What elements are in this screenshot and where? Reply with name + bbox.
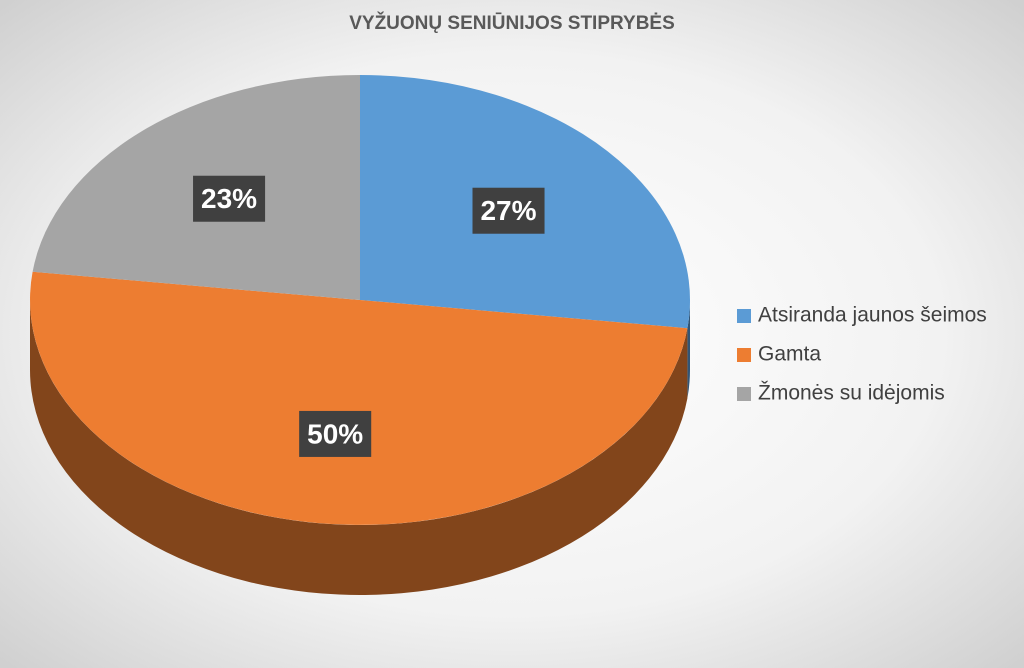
legend-swatch <box>737 387 751 401</box>
legend-swatch <box>737 348 751 362</box>
slice-side <box>687 300 690 399</box>
data-label-box <box>299 410 372 457</box>
data-label-text: 50% <box>307 418 363 449</box>
legend-label: Gamta <box>758 343 821 366</box>
data-label: 50% <box>299 410 372 457</box>
data-label-box <box>472 187 545 234</box>
legend-label: Žmonės su idėjomis <box>758 382 945 405</box>
slice-side <box>30 300 688 595</box>
chart-title: VYŽUONŲ SENIŪNIJOS STIPRYBĖS <box>349 12 675 34</box>
legend-label: Atsiranda jaunos šeimos <box>758 304 987 327</box>
legend-swatch <box>737 309 751 323</box>
data-label: 27% <box>472 187 545 234</box>
data-label: 23% <box>193 175 266 222</box>
data-label-text: 27% <box>480 195 536 226</box>
slice <box>30 271 688 525</box>
data-label-box <box>193 175 266 222</box>
data-label-text: 23% <box>201 183 257 214</box>
